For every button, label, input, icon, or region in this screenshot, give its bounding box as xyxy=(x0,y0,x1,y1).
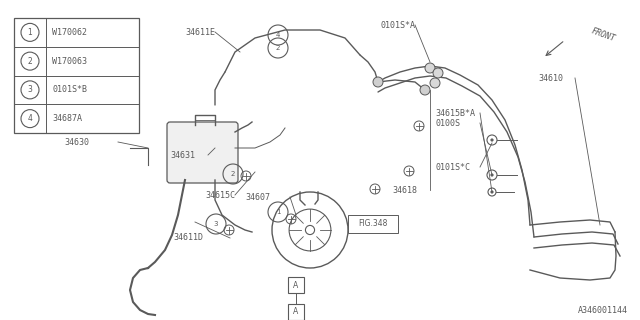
Text: 2: 2 xyxy=(276,45,280,51)
FancyBboxPatch shape xyxy=(167,122,238,183)
Circle shape xyxy=(433,68,443,78)
Text: 34607: 34607 xyxy=(245,193,270,202)
Circle shape xyxy=(420,85,430,95)
Text: 4: 4 xyxy=(276,32,280,38)
Text: 34618: 34618 xyxy=(392,186,417,195)
Circle shape xyxy=(430,78,440,88)
Circle shape xyxy=(373,77,383,87)
Text: 0100S: 0100S xyxy=(435,118,460,127)
Circle shape xyxy=(491,174,493,176)
Text: 1: 1 xyxy=(276,209,280,215)
Text: 2: 2 xyxy=(28,57,33,66)
Text: FIG.348: FIG.348 xyxy=(358,220,388,228)
Text: 34687A: 34687A xyxy=(52,114,82,123)
Text: 34615C: 34615C xyxy=(205,190,235,199)
Text: A346001144: A346001144 xyxy=(578,306,628,315)
Text: 34631: 34631 xyxy=(170,150,195,159)
Text: 0101S*B: 0101S*B xyxy=(52,85,87,94)
Text: 4: 4 xyxy=(28,114,33,123)
Text: 34611E: 34611E xyxy=(185,28,215,36)
Bar xyxy=(14,18,139,133)
Circle shape xyxy=(491,139,493,141)
Text: 0101S*C: 0101S*C xyxy=(435,163,470,172)
Text: 2: 2 xyxy=(231,171,235,177)
Text: A: A xyxy=(293,281,299,290)
Text: 34611D: 34611D xyxy=(173,234,203,243)
Text: FRONT: FRONT xyxy=(590,27,616,44)
Bar xyxy=(288,304,304,320)
Bar xyxy=(288,277,304,293)
Circle shape xyxy=(425,63,435,73)
Circle shape xyxy=(491,191,493,193)
Text: W170062: W170062 xyxy=(52,28,87,37)
Text: 3: 3 xyxy=(28,85,33,94)
Text: A: A xyxy=(293,308,299,316)
Circle shape xyxy=(305,225,315,235)
Bar xyxy=(348,215,398,233)
Text: 34615B*A: 34615B*A xyxy=(435,108,475,117)
Text: 34610: 34610 xyxy=(538,74,563,83)
Text: 1: 1 xyxy=(28,28,33,37)
Text: W170063: W170063 xyxy=(52,57,87,66)
Text: 34630: 34630 xyxy=(64,138,89,147)
Text: 0101S*A: 0101S*A xyxy=(380,20,415,29)
Text: 3: 3 xyxy=(214,221,218,227)
